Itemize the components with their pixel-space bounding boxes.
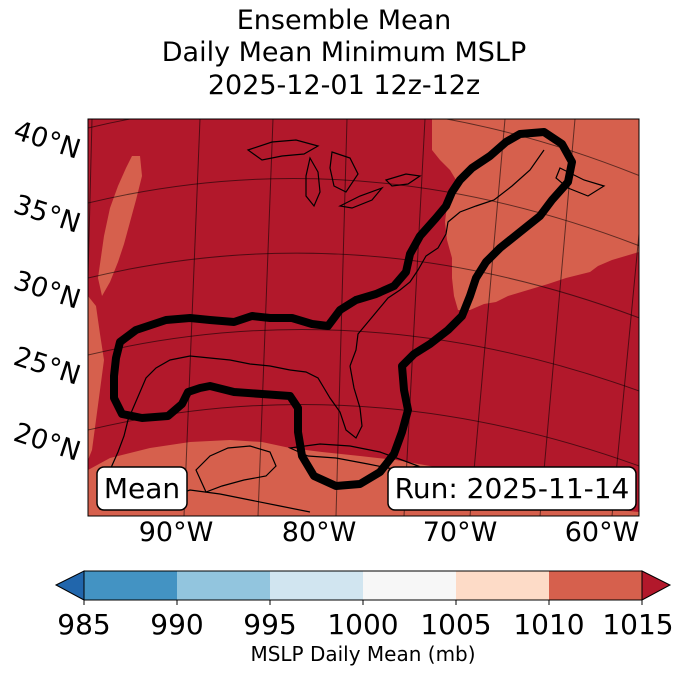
colorbar-extend-low bbox=[54, 570, 85, 601]
meridian-95w bbox=[88, 119, 93, 298]
lat-label-25n: 25°N bbox=[10, 341, 84, 392]
meridian-80w bbox=[335, 119, 348, 516]
meridian-70w bbox=[469, 119, 506, 516]
meridian-75w bbox=[403, 119, 426, 516]
colorbar-segment-1005-1010 bbox=[456, 571, 549, 600]
lat-label-30n: 30°N bbox=[10, 265, 84, 316]
colorbar-tick-1015: 1015 bbox=[602, 608, 673, 641]
mean-label-box: Mean bbox=[96, 466, 188, 511]
coastline-florida bbox=[289, 365, 363, 439]
coastline-atlantic bbox=[349, 149, 545, 367]
colorbar-tick-1000: 1000 bbox=[327, 608, 398, 641]
lon-label-70w: 70°W bbox=[423, 517, 498, 548]
colorbar-tick-1010: 1010 bbox=[513, 608, 584, 641]
chart-title-line-3: 2025-12-01 12z-12z bbox=[207, 70, 481, 101]
colorbar-tick-985: 985 bbox=[57, 608, 110, 641]
coastline-lake-ontario bbox=[384, 173, 422, 187]
colorbar-tick-1005: 1005 bbox=[420, 608, 491, 641]
coastline-yucatan bbox=[195, 445, 277, 493]
lon-label-80w: 80°W bbox=[282, 517, 357, 548]
colorbar-tick-995: 995 bbox=[243, 608, 296, 641]
colorbar-segment-1010-1015 bbox=[549, 571, 642, 600]
run-date-box: Run: 2025-11-14 bbox=[387, 466, 637, 511]
lon-label-60w: 60°W bbox=[565, 517, 640, 548]
map-frame bbox=[87, 118, 640, 517]
lat-label-20n: 20°N bbox=[10, 417, 84, 468]
lon-label-90w: 90°W bbox=[139, 517, 214, 548]
coastline-cuba bbox=[287, 443, 421, 471]
colorbar-segment-990-995 bbox=[177, 571, 270, 600]
pressure-region-1005-1010-plains bbox=[98, 156, 142, 296]
colorbar: 985 990 995 1000 1005 1010 1015 MSLP Dai… bbox=[54, 570, 674, 666]
chart-title-line-2: Daily Mean Minimum MSLP bbox=[161, 37, 527, 68]
coastline-lake-superior bbox=[246, 139, 320, 161]
contour-1010-mb bbox=[110, 128, 576, 490]
colorbar-segment-1000-1005 bbox=[363, 571, 456, 600]
colorbar-extend-high bbox=[641, 570, 672, 601]
chart-title-line-1: Ensemble Mean bbox=[236, 5, 452, 36]
map-area bbox=[88, 119, 639, 516]
pressure-region-1005-1010-west bbox=[88, 296, 104, 460]
coastline-lake-huron bbox=[329, 151, 359, 193]
coastline-lake-erie bbox=[338, 186, 384, 209]
colorbar-tick-990: 990 bbox=[150, 608, 203, 641]
coastline-lake-michigan bbox=[305, 156, 321, 208]
coastline-nova-scotia bbox=[555, 167, 606, 197]
mean-label-text: Mean bbox=[104, 472, 180, 505]
meridian-60w bbox=[611, 228, 639, 516]
parallel-35n bbox=[88, 178, 639, 247]
parallel-25n bbox=[88, 328, 639, 392]
parallel-30n bbox=[88, 252, 639, 319]
colorbar-segment-985-990 bbox=[84, 571, 177, 600]
colorbar-segment-995-1000 bbox=[270, 571, 363, 600]
lat-label-40n: 40°N bbox=[10, 115, 84, 166]
run-date-text: Run: 2025-11-14 bbox=[395, 472, 630, 505]
coastline-gulf bbox=[99, 355, 291, 511]
colorbar-label: MSLP Daily Mean (mb) bbox=[250, 642, 475, 666]
lat-label-35n: 35°N bbox=[10, 189, 84, 240]
